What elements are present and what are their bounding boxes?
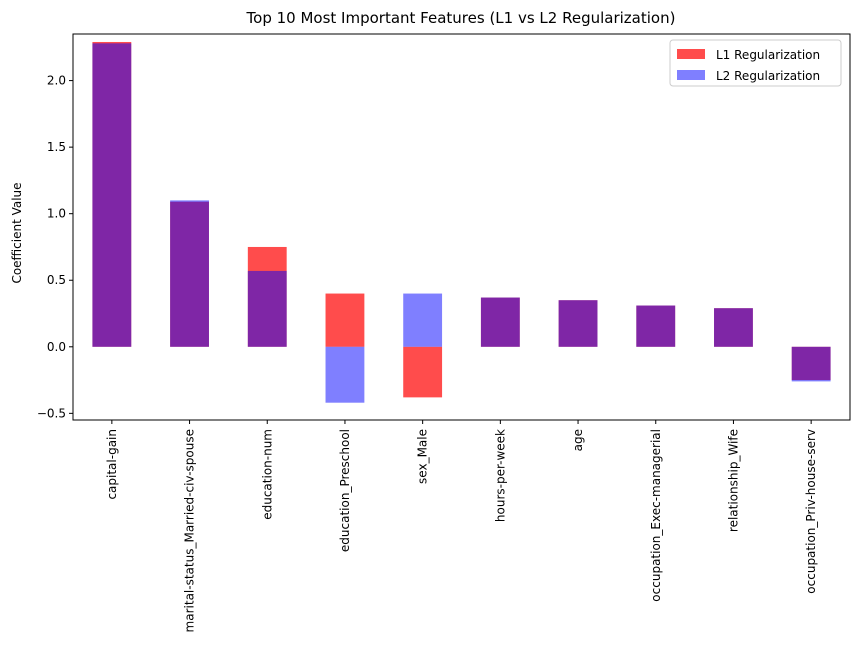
bar-series2-2 bbox=[170, 200, 209, 347]
bar-series1-4 bbox=[325, 293, 365, 347]
x-tick-label-2: marital-status_Married-civ-spouse bbox=[183, 429, 197, 632]
bar-series2-7 bbox=[558, 300, 598, 347]
bars-layer bbox=[92, 41, 831, 403]
y-tick-label-4: 1.0 bbox=[47, 207, 66, 221]
y-axis: −0.5 0.0 0.5 1.0 1.5 2.0 bbox=[37, 74, 73, 420]
y-tick-label-1: −0.5 bbox=[37, 406, 66, 420]
y-tick-label-5: 1.5 bbox=[47, 140, 66, 154]
x-tick-label-9: relationship_Wife bbox=[726, 429, 740, 532]
x-tick-label-5: sex_Male bbox=[416, 429, 430, 484]
x-axis: capital-gain marital-status_Married-civ-s… bbox=[105, 420, 818, 632]
legend-label-1: L1 Regularization bbox=[716, 48, 820, 62]
y-tick-label-2: 0.0 bbox=[47, 340, 66, 354]
bar-series2-10 bbox=[791, 346, 831, 382]
legend-swatch-2 bbox=[677, 70, 705, 80]
legend: L1 Regularization L2 Regularization bbox=[669, 39, 842, 87]
bar-series2-3 bbox=[247, 270, 287, 347]
legend-label-2: L2 Regularization bbox=[716, 69, 820, 83]
bar-series2-8 bbox=[636, 305, 676, 347]
bar-series1-5 bbox=[403, 346, 443, 398]
x-tick-label-6: hours-per-week bbox=[493, 429, 507, 522]
x-tick-label-10: occupation_Priv-house-serv bbox=[804, 429, 818, 594]
legend-swatch-1 bbox=[677, 49, 705, 59]
bar-series2-9 bbox=[714, 308, 753, 347]
x-tick-label-4: education_Preschool bbox=[338, 429, 352, 552]
plot-frame bbox=[72, 33, 851, 421]
y-tick-label-3: 0.5 bbox=[47, 273, 66, 287]
y-axis-label: Coefficient Value bbox=[10, 182, 24, 283]
bar-series2-4 bbox=[325, 346, 365, 403]
x-tick-label-8: occupation_Exec-managerial bbox=[649, 429, 663, 602]
x-tick-label-3: education-num bbox=[260, 429, 274, 520]
y-tick-label-6: 2.0 bbox=[47, 74, 66, 88]
x-tick-label-1: capital-gain bbox=[105, 429, 119, 500]
legend-box bbox=[669, 39, 842, 87]
x-tick-label-7: age bbox=[571, 429, 585, 451]
chart-title: Top 10 Most Important Features (L1 vs L2… bbox=[246, 9, 676, 27]
bar-series2-6 bbox=[480, 297, 520, 347]
bar-series2-1 bbox=[92, 43, 132, 347]
bar-series2-5 bbox=[403, 293, 443, 347]
